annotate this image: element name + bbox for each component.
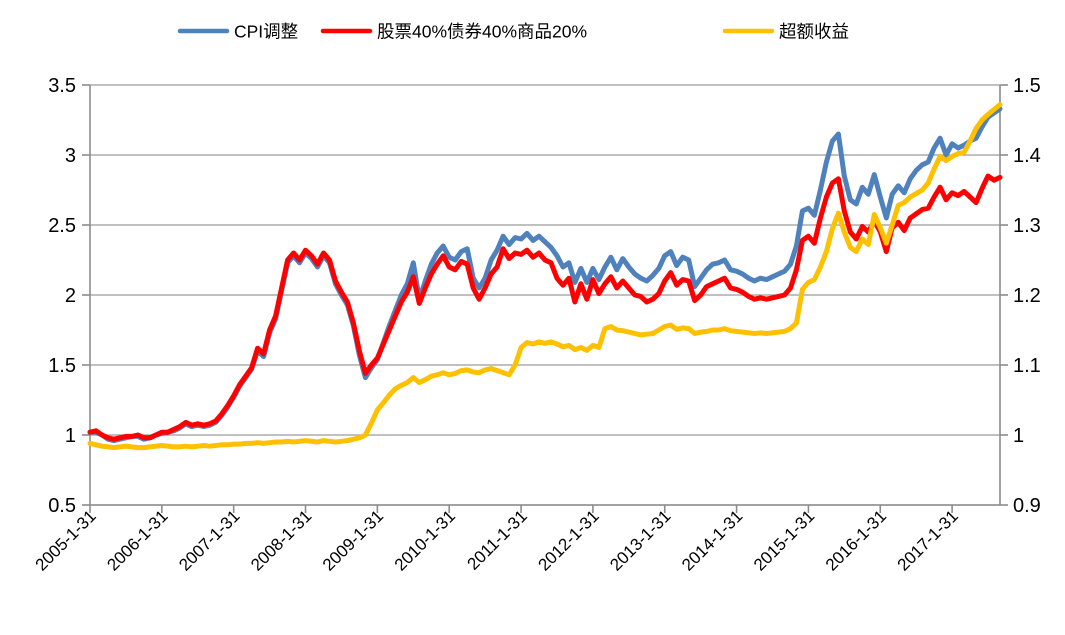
- y-axis-left-tick-label: 1: [65, 425, 76, 447]
- legend-item: 超额收益: [722, 22, 849, 42]
- axis-labels-group: 3.532.521.510.51.51.41.31.21.110.92005-1…: [32, 75, 1041, 575]
- x-axis-tick-label: 2014-1-31: [678, 506, 746, 574]
- y-axis-right-tick-label: 1.1: [1013, 355, 1041, 377]
- y-axis-right-tick-label: 1.3: [1013, 215, 1041, 237]
- y-axis-right-tick-label: 1: [1013, 425, 1024, 447]
- y-axis-right-tick-label: 1.5: [1013, 75, 1041, 97]
- y-axis-left-tick-label: 2.5: [48, 215, 76, 237]
- y-axis-right-tick-label: 1.2: [1013, 285, 1041, 307]
- x-axis-tick-label: 2008-1-31: [247, 506, 315, 574]
- axes-group: [82, 84, 1008, 513]
- x-axis-tick-label: 2015-1-31: [750, 506, 818, 574]
- series-group: [87, 102, 1003, 451]
- y-axis-left-tick-label: 2: [65, 285, 76, 307]
- y-axis-left-tick-label: 3.5: [48, 75, 76, 97]
- x-axis-tick-label: 2006-1-31: [103, 506, 171, 574]
- legend: CPI调整 股票40%债券40%商品20% 超额收益: [177, 22, 849, 42]
- legend-label: 超额收益: [779, 22, 849, 42]
- series-line-1: [87, 173, 1003, 442]
- y-axis-left-tick-label: 0.5: [48, 495, 76, 517]
- x-axis-tick-label: 2012-1-31: [534, 506, 602, 574]
- x-axis-tick-label: 2011-1-31: [464, 506, 531, 573]
- legend-label: 股票40%债券40%商品20%: [377, 22, 587, 42]
- series-line-2: [87, 102, 1003, 451]
- x-axis-tick-label: 2007-1-31: [175, 506, 243, 574]
- gridlines-group: [90, 84, 1000, 506]
- x-axis-tick-label: 2009-1-31: [319, 506, 387, 574]
- y-axis-left-tick-label: 3: [65, 145, 76, 167]
- legend-item: CPI调整: [177, 22, 298, 42]
- legend-label: CPI调整: [234, 22, 298, 42]
- y-axis-right-tick-label: 0.9: [1013, 495, 1041, 517]
- x-axis-tick-label: 2016-1-31: [822, 506, 890, 574]
- x-axis-tick-label: 2013-1-31: [606, 506, 674, 574]
- legend-item: 股票40%债券40%商品20%: [320, 22, 587, 42]
- y-axis-right-tick-label: 1.4: [1013, 145, 1041, 167]
- x-axis-tick-label: 2017-1-31: [894, 506, 962, 574]
- series-line-0: [87, 106, 1003, 444]
- y-axis-left-tick-label: 1.5: [48, 355, 76, 377]
- x-axis-tick-label: 2010-1-31: [391, 506, 459, 574]
